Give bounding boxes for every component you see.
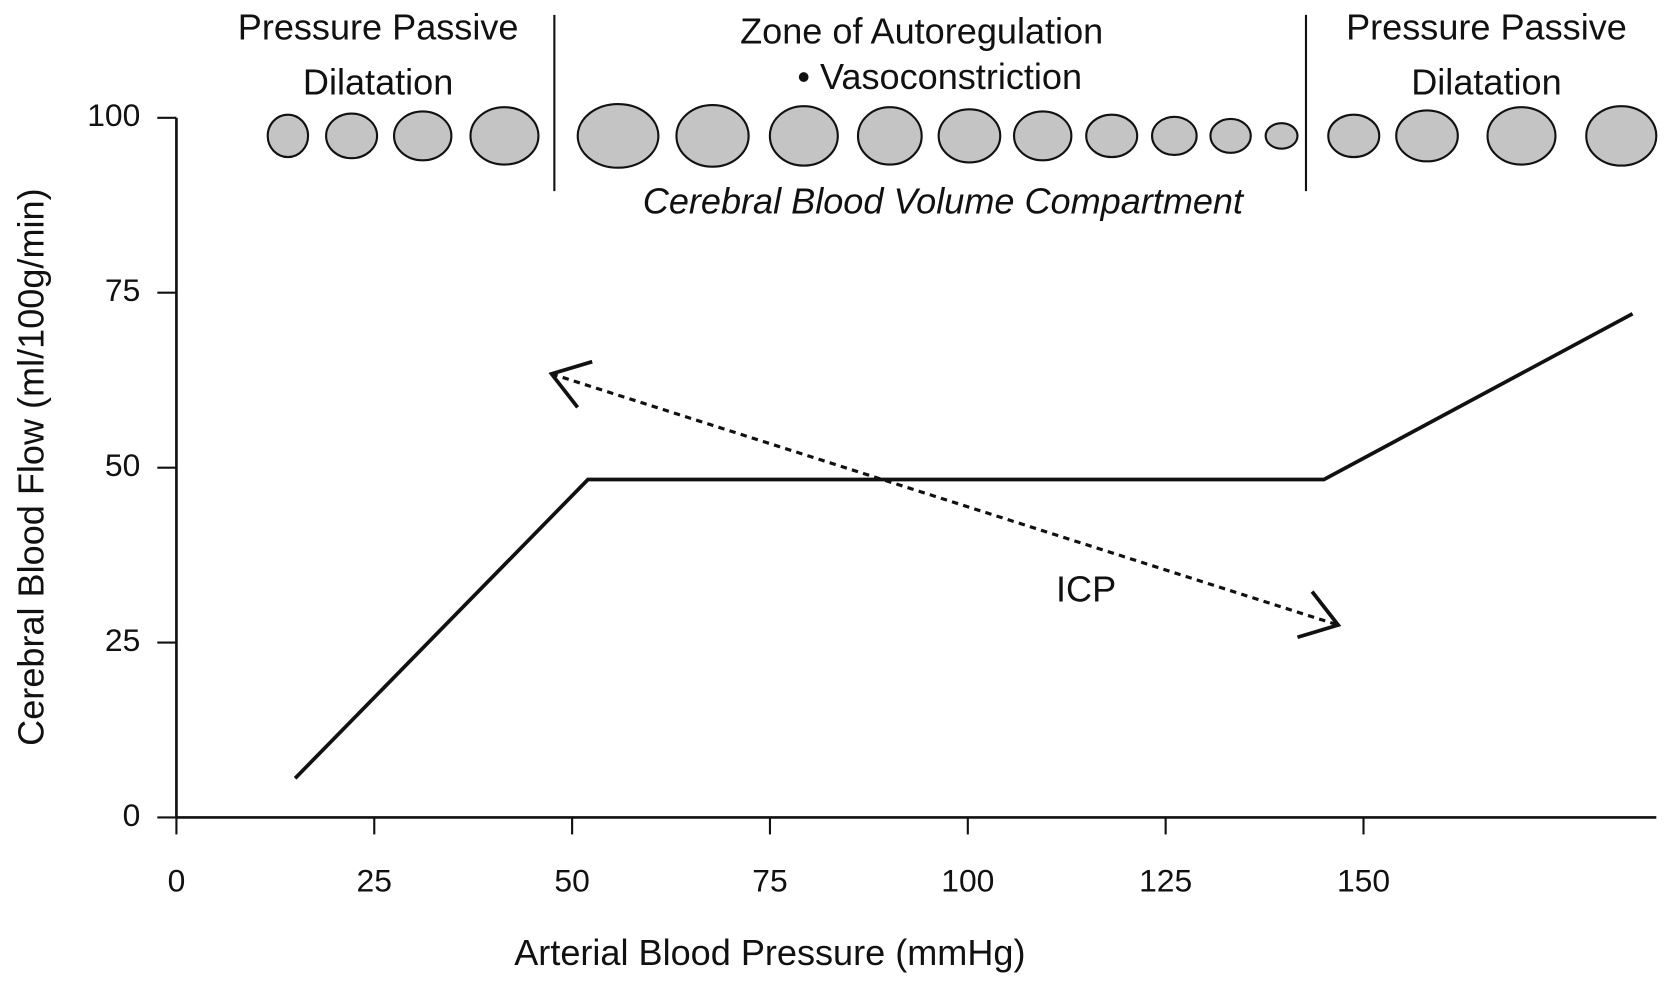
y-tick-label: 50 bbox=[105, 447, 140, 483]
region-label: • Vasoconstriction bbox=[797, 56, 1082, 97]
region-label: Dilatation bbox=[303, 61, 453, 102]
vessel bbox=[576, 102, 660, 169]
x-tick-label: 150 bbox=[1337, 863, 1390, 899]
vessel bbox=[1395, 109, 1459, 163]
vessel bbox=[937, 108, 1002, 164]
vessel bbox=[856, 106, 923, 166]
line bbox=[293, 312, 1634, 780]
vessel bbox=[1486, 106, 1557, 166]
arrow-head bbox=[548, 359, 593, 409]
annotation-label: ICP bbox=[1056, 568, 1116, 609]
vessel bbox=[1209, 117, 1252, 154]
y-axis-label: Cerebral Blood Flow (ml/100g/min) bbox=[11, 188, 52, 745]
x-tick-label: 50 bbox=[554, 863, 589, 899]
vessel bbox=[392, 110, 453, 162]
x-tick-label: 125 bbox=[1139, 863, 1192, 899]
region-label: Dilatation bbox=[1411, 61, 1561, 102]
y-tick-label: 100 bbox=[87, 97, 140, 133]
x-tick-label: 25 bbox=[357, 863, 392, 899]
x-tick-label: 100 bbox=[941, 863, 994, 899]
region-label: Pressure Passive bbox=[1346, 6, 1627, 47]
vessel bbox=[1012, 110, 1073, 162]
y-tick-label: 0 bbox=[123, 797, 141, 833]
vessel bbox=[1327, 113, 1381, 159]
y-tick-label: 75 bbox=[105, 272, 140, 308]
region-label: Zone of Autoregulation bbox=[740, 11, 1103, 52]
vessel bbox=[266, 113, 310, 159]
vessel bbox=[469, 106, 540, 166]
region-label: Pressure Passive bbox=[238, 6, 519, 47]
x-tick-label: 75 bbox=[752, 863, 787, 899]
vessel bbox=[768, 105, 839, 167]
arrow-head bbox=[1296, 590, 1342, 640]
x-tick-label: 0 bbox=[168, 863, 186, 899]
vessel bbox=[675, 104, 750, 168]
vessel bbox=[1585, 105, 1658, 167]
compartment-label: Cerebral Blood Volume Compartment bbox=[643, 180, 1245, 221]
vessel bbox=[1085, 113, 1139, 159]
vessel bbox=[1264, 122, 1299, 150]
y-tick-label: 25 bbox=[105, 622, 140, 658]
icp-arrow bbox=[551, 372, 1339, 627]
vessel bbox=[325, 112, 379, 160]
vessel bbox=[1150, 115, 1198, 157]
x-axis-label: Arterial Blood Pressure (mmHg) bbox=[514, 932, 1025, 973]
